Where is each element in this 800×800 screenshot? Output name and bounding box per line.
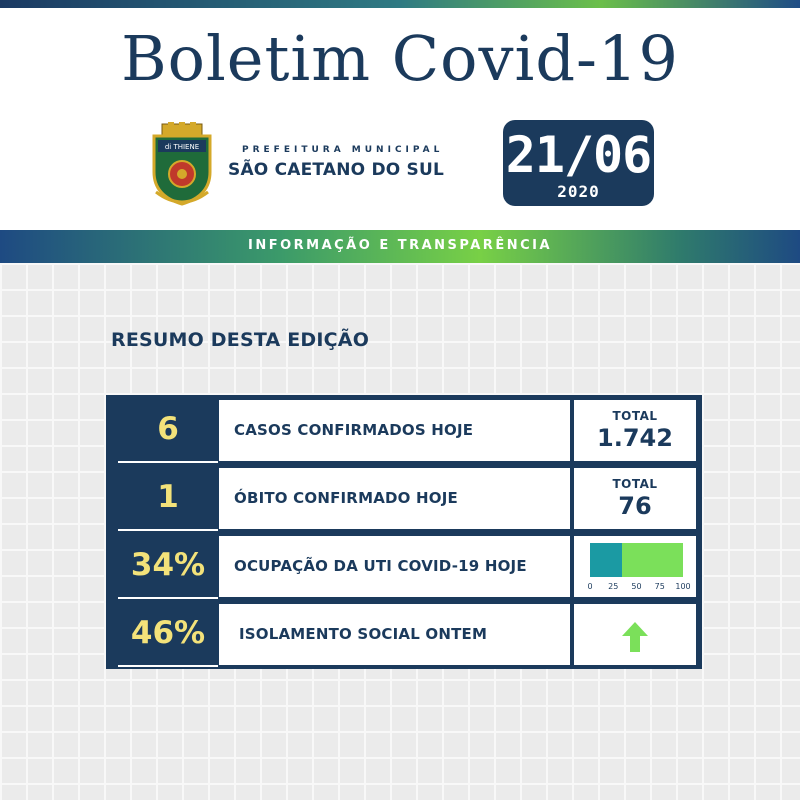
total-value: 1.742	[597, 424, 673, 452]
number-cell: 6	[112, 395, 319, 463]
table-row: 34% OCUPAÇÃO DA UTI COVID-19 HOJE 0 25 50 7…	[106, 531, 702, 599]
total-value: 76	[618, 492, 652, 520]
prefeitura-label: PREFEITURA MUNICIPAL	[242, 145, 444, 155]
row-number: 1	[157, 479, 179, 515]
table-row: 6 CASOS CONFIRMADOS HOJE TOTAL 1.742	[106, 395, 702, 463]
date-badge: 21/06 2020	[503, 120, 654, 206]
divider	[118, 529, 218, 531]
svg-text:di THIENE: di THIENE	[165, 143, 199, 151]
label-cell: ÓBITO CONFIRMADO HOJE	[219, 468, 570, 529]
occupancy-bar	[590, 543, 683, 577]
row-number: 6	[157, 411, 179, 447]
row-label: CASOS CONFIRMADOS HOJE	[234, 421, 474, 439]
top-gradient-bar	[0, 0, 800, 8]
row-label: OCUPAÇÃO DA UTI COVID-19 HOJE	[234, 557, 527, 575]
row-label: ÓBITO CONFIRMADO HOJE	[234, 489, 458, 507]
row-number: 34%	[130, 547, 206, 583]
divider	[118, 665, 218, 667]
label-cell: ISOLAMENTO SOCIAL ONTEM	[219, 604, 570, 665]
row-label: ISOLAMENTO SOCIAL ONTEM	[239, 625, 488, 643]
total-label: TOTAL	[612, 409, 658, 423]
table-row: 1 ÓBITO CONFIRMADO HOJE TOTAL 76	[106, 463, 702, 531]
total-label: TOTAL	[612, 477, 658, 491]
banner: INFORMAÇÃO E TRANSPARÊNCIA	[0, 230, 800, 263]
number-cell: 1	[112, 463, 319, 531]
label-cell: OCUPAÇÃO DA UTI COVID-19 HOJE	[219, 536, 570, 597]
header	[0, 8, 800, 230]
number-cell: 34%	[112, 531, 319, 599]
scale-tick-label: 50	[631, 582, 642, 591]
arrow-up-icon	[622, 622, 648, 652]
number-cell: 46%	[112, 599, 319, 667]
total-cell: TOTAL 1.742	[574, 400, 696, 461]
summary-table: 6 CASOS CONFIRMADOS HOJE TOTAL 1.742 1 Ó…	[106, 395, 702, 669]
divider	[118, 461, 218, 463]
occupancy-scale: 0 25 50 75 100	[582, 582, 692, 592]
date-year: 2020	[557, 182, 600, 201]
page-title: Boletim Covid-19	[121, 22, 679, 95]
divider	[118, 597, 218, 599]
scale-tick-label: 100	[675, 582, 691, 591]
city-name: SÃO CAETANO DO SUL	[228, 160, 445, 180]
scale-tick-label: 75	[654, 582, 665, 591]
occupancy-cell: 0 25 50 75 100	[574, 536, 696, 597]
banner-text: INFORMAÇÃO E TRANSPARÊNCIA	[247, 238, 553, 253]
scale-tick-label: 25	[608, 582, 619, 591]
city-crest-logo: di THIENE	[152, 122, 212, 206]
date-day-month: 21/06	[505, 126, 653, 184]
scale-tick-label: 0	[587, 582, 593, 591]
trend-cell	[574, 604, 696, 665]
table-row: 46% ISOLAMENTO SOCIAL ONTEM	[106, 599, 702, 667]
section-title: RESUMO DESTA EDIÇÃO	[111, 329, 370, 351]
label-cell: CASOS CONFIRMADOS HOJE	[219, 400, 570, 461]
occupancy-bar-fill	[590, 543, 622, 577]
row-number: 46%	[130, 615, 206, 651]
total-cell: TOTAL 76	[574, 468, 696, 529]
